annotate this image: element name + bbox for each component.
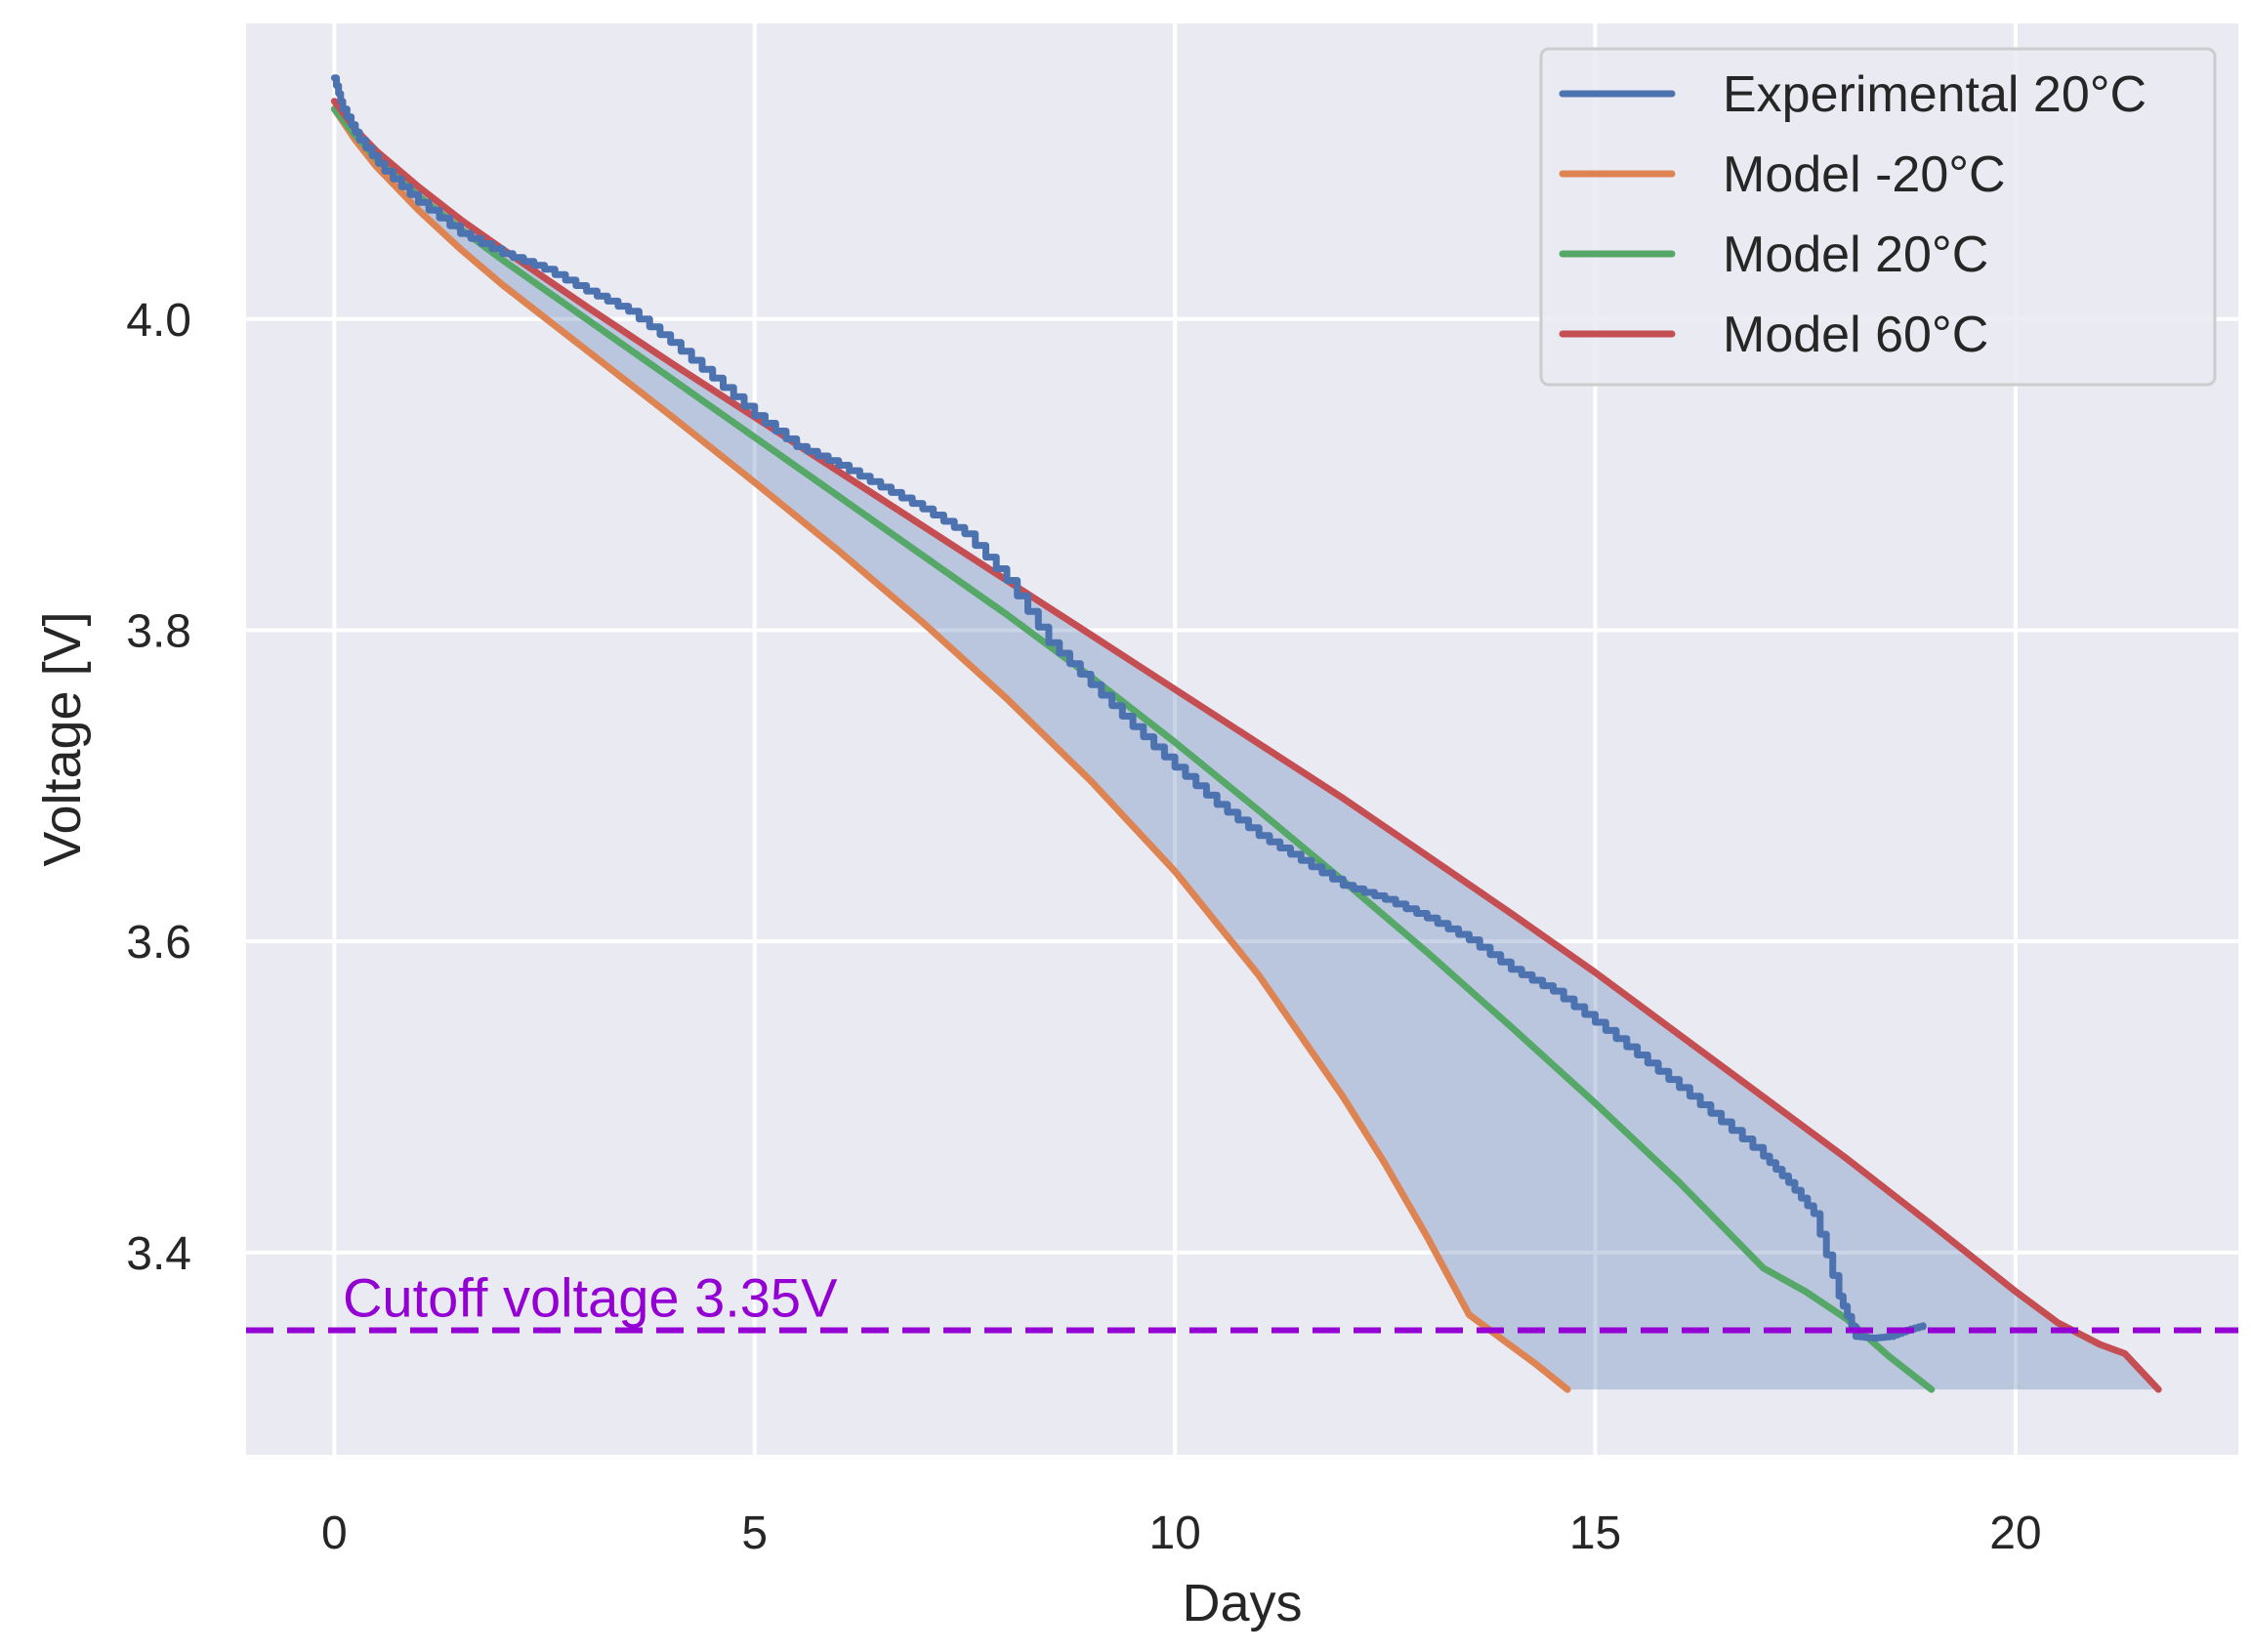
series-line-model-neg20 [330, 105, 1571, 1393]
y-tick-label: 4.0 [126, 295, 191, 347]
tick-labels: 0 5 10 15 20 3.4 3.6 3.8 4.0 [126, 295, 2041, 1559]
legend-label-model-20: Model 20°C [1723, 227, 1988, 283]
legend-label-experimental: Experimental 20°C [1723, 66, 2147, 123]
y-tick-label: 3.8 [126, 605, 191, 657]
legend-label-model-60: Model 60°C [1723, 307, 1988, 363]
cutoff-label: Cutoff voltage 3.35V [343, 1267, 838, 1329]
fill-between-area [334, 101, 2159, 1390]
x-axis-label: Days [1182, 1574, 1302, 1632]
legend-label-model-neg20: Model -20°C [1723, 146, 2006, 203]
x-tick-label: 0 [321, 1507, 348, 1559]
x-tick-label: 10 [1148, 1507, 1200, 1559]
x-tick-label: 15 [1569, 1507, 1621, 1559]
x-tick-label: 20 [1989, 1507, 2041, 1559]
y-tick-label: 3.6 [126, 917, 191, 969]
legend-box [1539, 47, 2217, 387]
x-tick-label: 5 [741, 1507, 768, 1559]
y-tick-label: 3.4 [126, 1228, 191, 1280]
cutoff-layer: Cutoff voltage 3.35V [246, 1267, 2238, 1334]
y-axis-label: Voltage [V] [33, 611, 92, 866]
series-line-experimental [330, 74, 1927, 1342]
series-line-model-60 [330, 98, 2162, 1393]
fill-region [334, 101, 2159, 1390]
series-lines [330, 74, 2162, 1393]
legend: Experimental 20°C Model -20°C Model 20°C Mo… [1539, 47, 2217, 387]
